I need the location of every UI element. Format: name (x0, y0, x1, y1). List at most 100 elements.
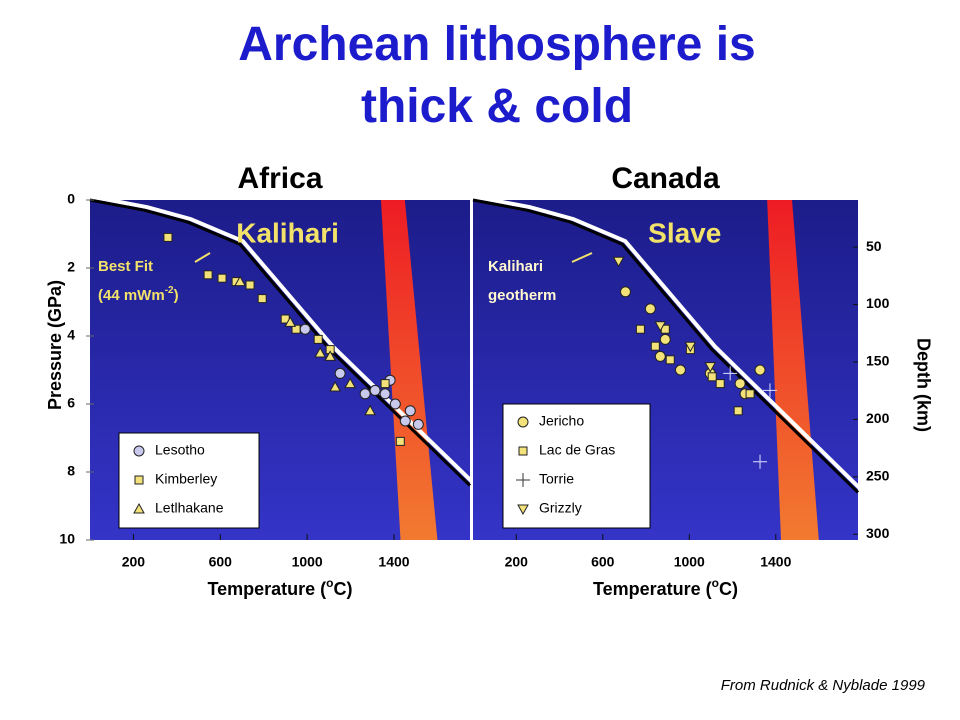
point (313, 334, 323, 344)
legend-label: Torrie (539, 471, 574, 487)
legend-label: Lac de Gras (539, 442, 615, 458)
point (299, 323, 311, 335)
y2-tick-label: 50 (866, 238, 882, 254)
y-tick-label: 0 (67, 191, 75, 207)
x-axis-label: Temperature (oC) (593, 576, 738, 599)
point (163, 232, 173, 242)
x-axis-label-part: C) (719, 579, 738, 599)
legend-symbol (517, 504, 529, 516)
point (612, 256, 625, 268)
point (359, 388, 371, 400)
point (245, 280, 255, 290)
point (389, 398, 401, 410)
point (314, 346, 327, 358)
x-tick-label: 600 (591, 554, 615, 570)
y2-tick-label: 200 (866, 410, 890, 426)
point (291, 324, 301, 334)
annotation: Kalihari (488, 258, 543, 275)
point (654, 350, 666, 362)
legend-symbol (517, 416, 529, 428)
legend-symbol (133, 502, 145, 514)
region-label: Kalihari (236, 217, 339, 248)
geotherm-shadow (92, 195, 475, 485)
point (380, 379, 390, 389)
point (364, 404, 376, 416)
annotation: geotherm (488, 287, 556, 304)
annotation: Best Fit (98, 258, 153, 275)
point (412, 418, 424, 430)
y2-tick-label: 300 (866, 525, 890, 541)
legend-symbol (134, 475, 144, 485)
annotation-pointer (194, 252, 211, 263)
point (284, 316, 297, 327)
point (399, 415, 411, 427)
y-tick-label: 10 (59, 531, 75, 547)
x-tick-label: 1000 (292, 554, 323, 570)
legend-label: Jericho (539, 413, 584, 429)
legend-symbol (516, 473, 530, 487)
point (753, 454, 768, 469)
point (659, 333, 671, 345)
x-axis-label: Temperature (oC) (207, 576, 352, 599)
point (734, 378, 746, 390)
legend-symbol (133, 445, 145, 457)
point (324, 350, 337, 361)
point (650, 341, 660, 351)
annotation: (44 mWm-2) (98, 285, 179, 304)
y2-axis-label: Depth (km) (913, 338, 933, 432)
point (379, 388, 391, 400)
point (334, 367, 346, 379)
x-axis-label-part: C) (334, 579, 353, 599)
melt-band (380, 200, 438, 540)
y-tick-label: 6 (67, 395, 75, 411)
point (257, 294, 267, 304)
annotation-part: (44 mWm (98, 287, 165, 304)
point (723, 366, 738, 381)
point (745, 389, 755, 399)
point (203, 270, 213, 280)
legend-label: Grizzly (539, 500, 582, 516)
point (217, 273, 227, 283)
legend-label: Kimberley (155, 471, 217, 487)
geotherm (89, 198, 472, 487)
point (644, 303, 656, 315)
y-tick-label: 2 (67, 259, 75, 275)
legend-symbol (518, 446, 528, 456)
melt-band (767, 200, 819, 540)
point (665, 355, 675, 365)
point (707, 372, 717, 382)
point (395, 436, 405, 446)
annotation-part: ) (174, 287, 179, 304)
panel-title: Africa (237, 162, 322, 195)
x-tick-label: 600 (209, 554, 233, 570)
region-label: Slave (648, 217, 721, 248)
point (369, 384, 381, 396)
source: From Rudnick & Nyblade 1999 (721, 677, 926, 694)
point (635, 324, 645, 334)
point (654, 321, 667, 332)
point (715, 379, 725, 389)
x-tick-label: 1400 (760, 554, 791, 570)
y2-tick-label: 150 (866, 353, 890, 369)
point (674, 364, 686, 376)
x-axis-label-part: o (712, 576, 719, 590)
point (234, 275, 246, 287)
y2-tick-label: 250 (866, 468, 890, 484)
y-tick-label: 4 (67, 327, 75, 343)
y-tick-label: 8 (67, 463, 75, 479)
point (762, 383, 777, 398)
annotation-part: geotherm (488, 287, 556, 304)
panel-title: Canada (611, 162, 720, 195)
y-axis-label: Pressure (GPa) (45, 280, 65, 410)
point (754, 364, 766, 376)
legend-label: Lesotho (155, 442, 205, 458)
point (704, 362, 717, 373)
y2-tick-label: 100 (866, 295, 890, 311)
x-tick-label: 1400 (378, 554, 409, 570)
x-tick-label: 1000 (674, 554, 705, 570)
point (329, 380, 342, 392)
x-axis-label-part: o (326, 576, 333, 590)
point (404, 405, 416, 417)
